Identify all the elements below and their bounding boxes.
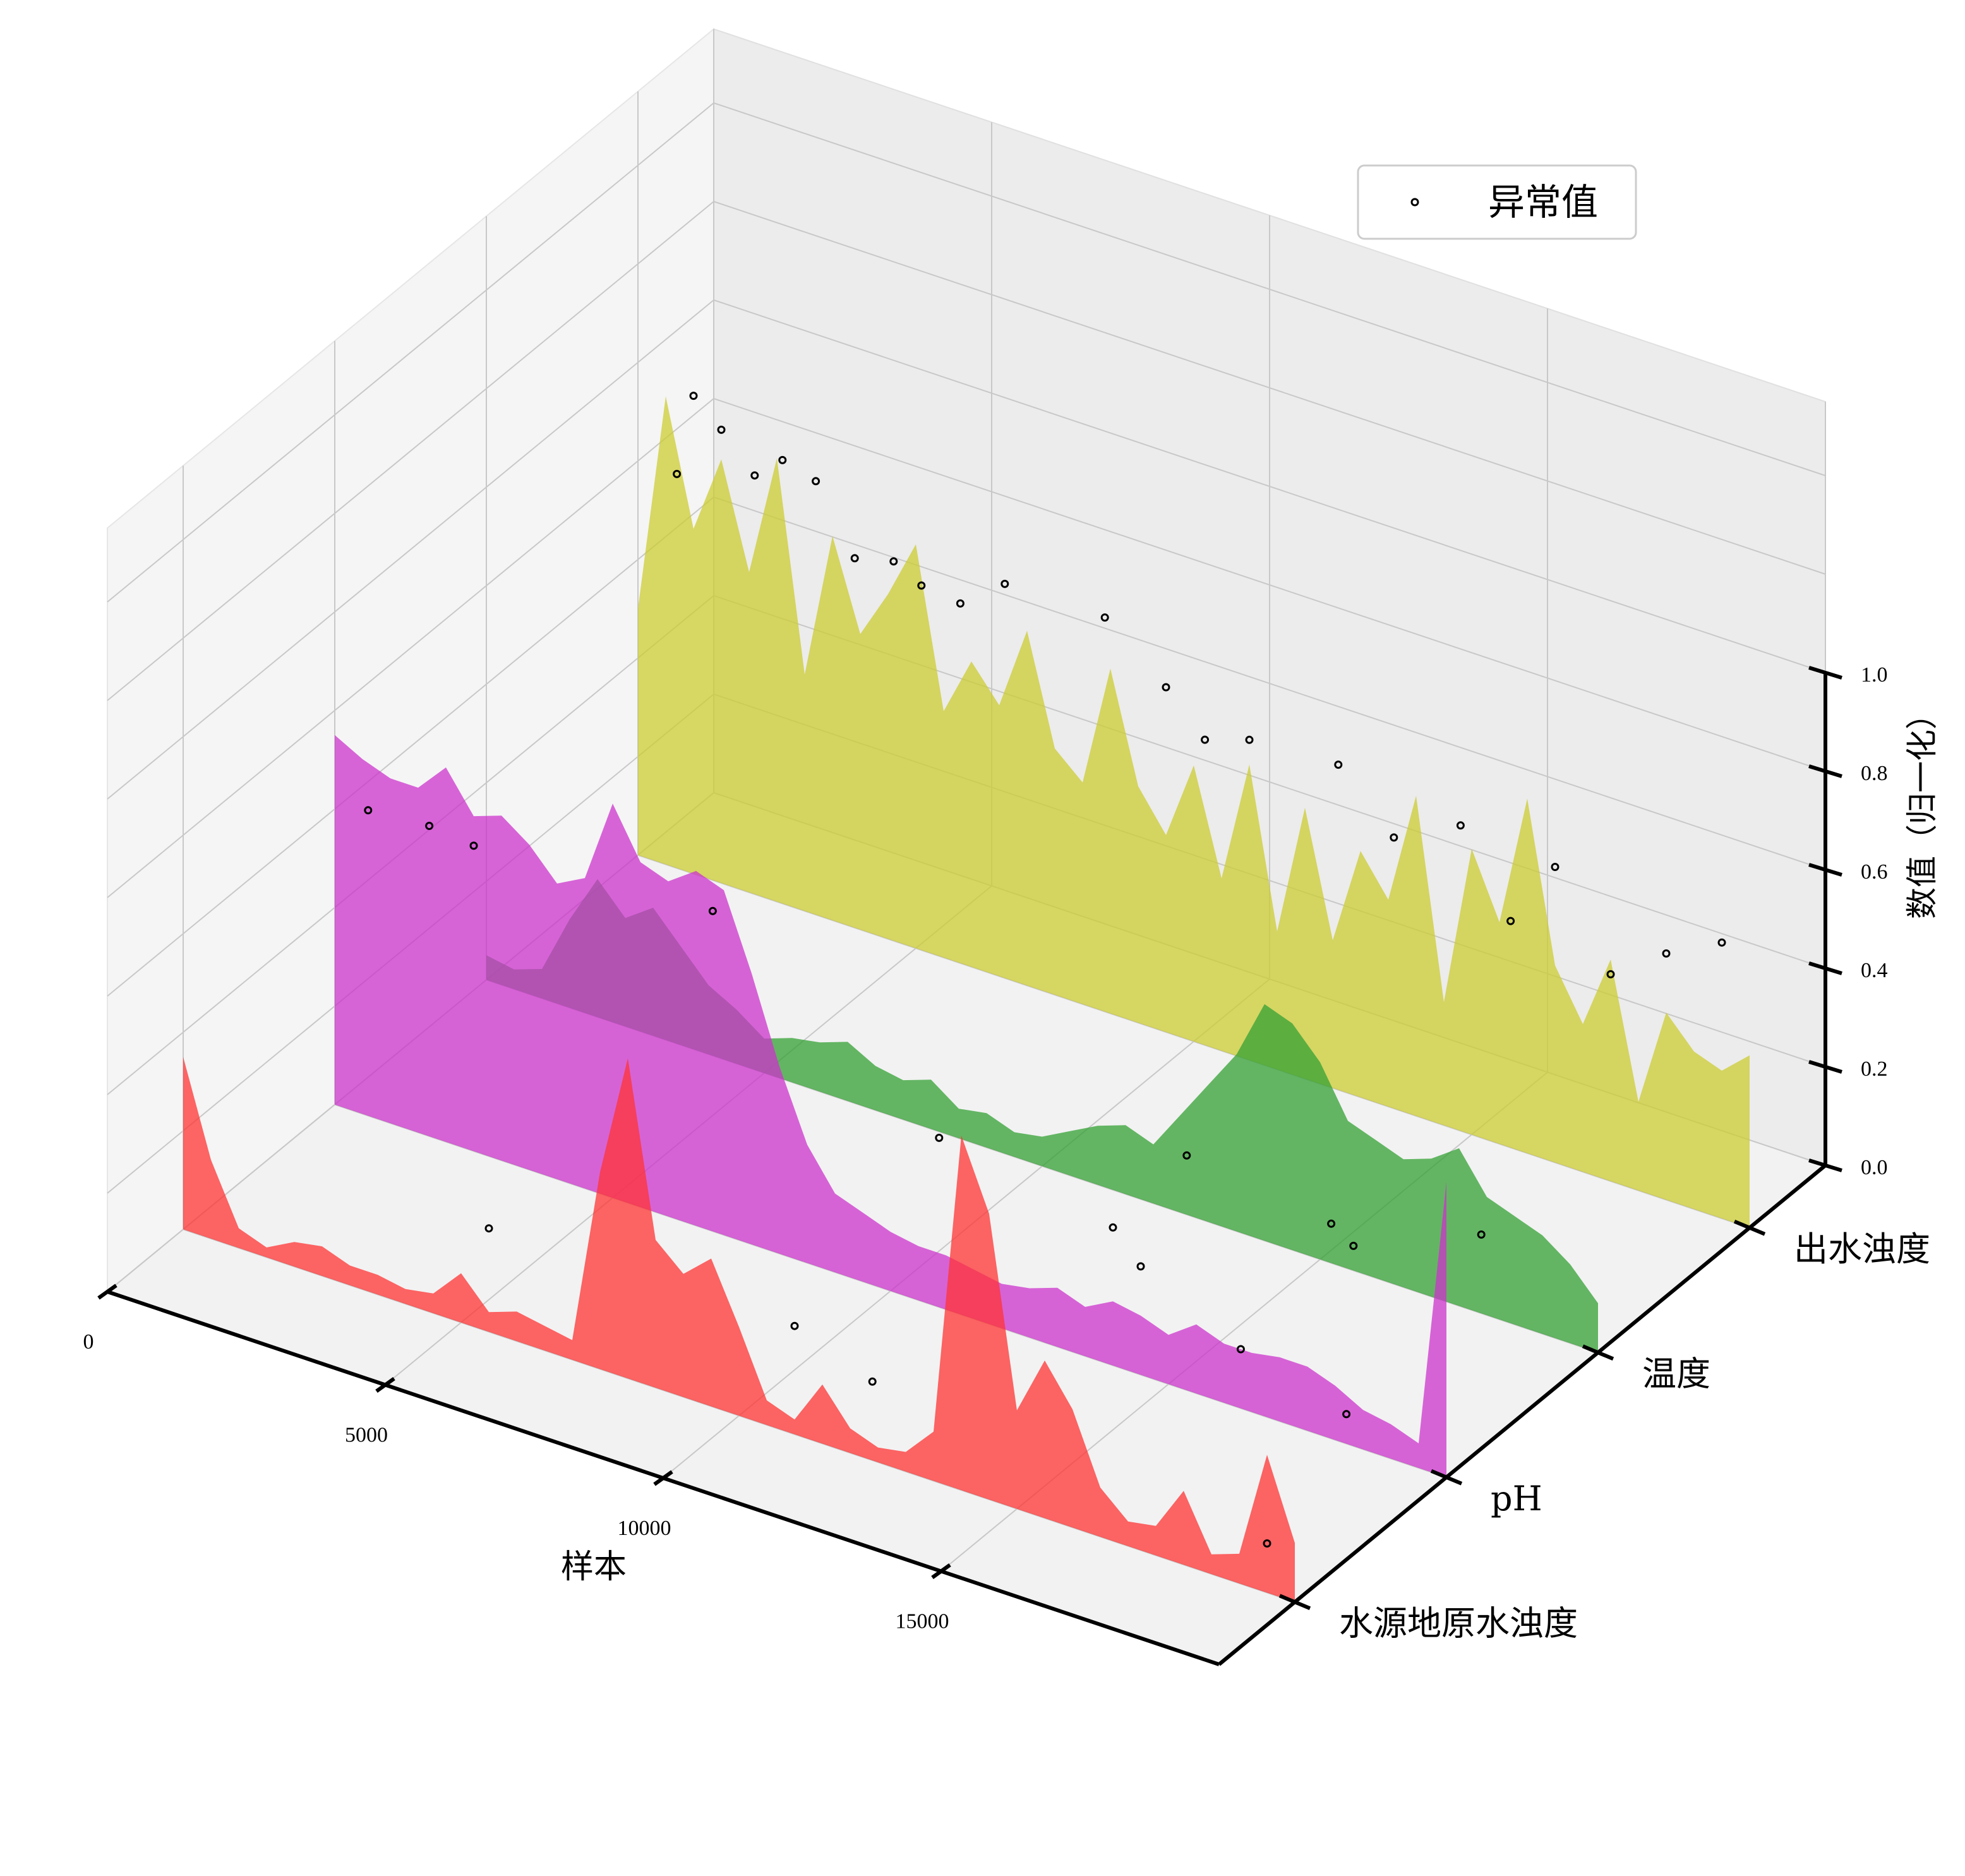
z-tick: [1808, 863, 1842, 877]
depth-tick: [1430, 1469, 1463, 1486]
depth-tick-label: 水源地原水浊度: [1339, 1603, 1578, 1643]
z-tick-label: 0.2: [1861, 1057, 1888, 1081]
z-tick-label: 0.4: [1861, 959, 1888, 982]
outlier-marker: [1162, 683, 1170, 692]
x-tick: [97, 1284, 117, 1300]
outlier-marker: [778, 455, 787, 464]
outlier-marker: [717, 425, 726, 434]
outlier-marker: [1342, 1410, 1351, 1419]
z-tick-label: 0.0: [1861, 1156, 1888, 1179]
x-tick-label: 10000: [618, 1517, 671, 1540]
outlier-marker: [1349, 1241, 1358, 1250]
outlier-marker: [364, 806, 373, 815]
x-tick: [653, 1470, 673, 1486]
outlier-marker: [1109, 1223, 1117, 1232]
legend: 异常值: [1357, 164, 1637, 240]
outlier-marker: [935, 1133, 944, 1142]
outlier-marker: [812, 477, 820, 486]
outlier-marker: [1100, 613, 1109, 622]
outlier-marker: [750, 471, 759, 480]
x-tick-label: 5000: [345, 1424, 388, 1447]
series-area-3: [638, 396, 1750, 1228]
outlier-marker: [1334, 761, 1343, 769]
outlier-marker: [673, 469, 682, 478]
x-axis-title: 样本: [561, 1548, 627, 1586]
outlier-marker: [917, 581, 926, 590]
legend-marker-outlier: [1410, 198, 1419, 207]
outlier-marker: [469, 841, 478, 850]
depth-tick-label: 出水浊度: [1794, 1229, 1930, 1269]
outlier-marker: [1182, 1151, 1191, 1160]
outlier-marker: [868, 1377, 877, 1386]
outlier-marker: [1390, 833, 1398, 842]
outlier-marker: [425, 822, 434, 830]
outlier-marker: [1662, 949, 1671, 958]
outlier-marker: [1001, 579, 1009, 588]
outlier-marker: [1263, 1539, 1271, 1548]
z-gridline: [107, 102, 1826, 603]
outlier-marker: [790, 1321, 799, 1330]
depth-tick-label: pH: [1491, 1479, 1542, 1518]
outlier-marker: [708, 906, 717, 915]
series-area-1: [335, 735, 1446, 1477]
outlier-marker: [484, 1224, 493, 1233]
z-tick: [1808, 666, 1842, 680]
z-tick: [1808, 961, 1842, 975]
z-tick: [1808, 1158, 1842, 1172]
outlier-marker: [689, 392, 698, 400]
outlier-marker: [956, 599, 964, 608]
outlier-marker: [1717, 938, 1726, 947]
outlier-marker: [1506, 917, 1515, 925]
z-tick-label: 0.6: [1861, 860, 1888, 884]
depth-axis-line: [1218, 1163, 1827, 1666]
outlier-marker: [1456, 821, 1465, 830]
outlier-marker: [1477, 1230, 1486, 1239]
outlier-marker: [1201, 735, 1210, 744]
outlier-marker: [1551, 863, 1559, 871]
depth-tick: [1582, 1344, 1614, 1361]
z-axis-title: 数值（归一化）: [1904, 698, 1940, 919]
series-layer: [183, 392, 1750, 1602]
z-gridline: [107, 200, 1826, 701]
depth-tick: [1733, 1219, 1766, 1236]
depth-tick: [1278, 1594, 1311, 1611]
series-area-0: [183, 1057, 1295, 1602]
outlier-marker: [1606, 970, 1615, 978]
axis-layer: 0 5000 10000 15000 水源地原水浊度 pH 温度 出水浊度 0.0 0.2 0.4 0…: [83, 663, 1930, 1666]
outlier-marker: [889, 557, 898, 566]
x-tick-label: 0: [83, 1330, 94, 1354]
z-tick-label: 0.8: [1861, 762, 1888, 785]
z-tick-label: 1.0: [1861, 663, 1888, 687]
z-gridline: [107, 397, 1826, 898]
legend-label-outlier: 异常值: [1488, 181, 1598, 224]
outlier-marker: [850, 554, 859, 563]
x-tick: [931, 1563, 951, 1579]
series-area-2: [486, 879, 1598, 1353]
outlier-marker: [1236, 1345, 1245, 1354]
z-tick: [1808, 1060, 1842, 1074]
outlier-marker: [1327, 1219, 1336, 1228]
z-tick: [1808, 764, 1842, 778]
outlier-marker: [1245, 735, 1254, 744]
outlier-marker: [1136, 1262, 1145, 1271]
x-tick-label: 15000: [896, 1610, 949, 1633]
legend-frame: [1357, 164, 1637, 240]
z-gridline: [107, 299, 1826, 800]
x-tick: [375, 1377, 395, 1393]
depth-tick-label: 温度: [1642, 1354, 1710, 1393]
